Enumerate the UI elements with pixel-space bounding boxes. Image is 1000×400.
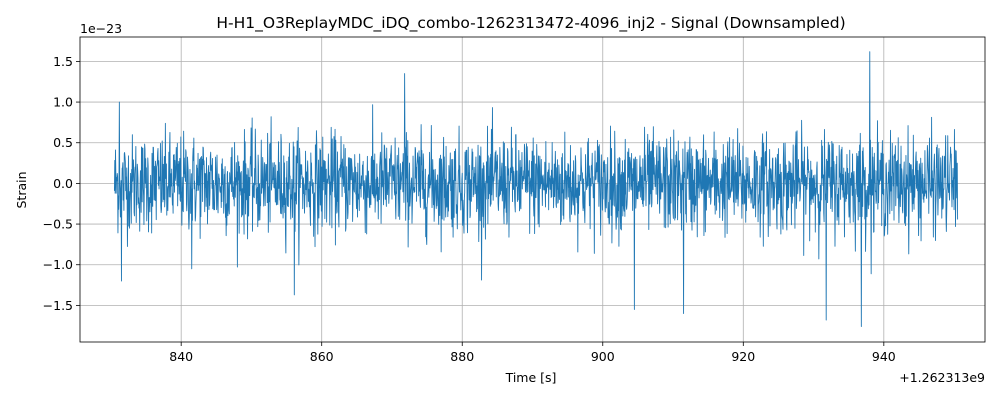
x-tick-label: 940 [872, 349, 896, 364]
x-tick-label: 880 [450, 349, 474, 364]
signal-line [113, 51, 959, 327]
y-scale-label: 1e−23 [80, 21, 122, 36]
x-axis-label: Time [s] [505, 370, 557, 385]
x-tick-label: 840 [169, 349, 193, 364]
y-tick-label: −0.5 [43, 217, 73, 232]
x-axis: 840 860 880 900 920 940 [169, 342, 896, 364]
x-tick-label: 860 [310, 349, 334, 364]
y-tick-label: −1.0 [43, 257, 73, 272]
y-tick-label: 0.5 [53, 135, 73, 150]
y-tick-label: 0.0 [53, 176, 73, 191]
y-axis: −1.5 −1.0 −0.5 0.0 0.5 1.0 1.5 [43, 54, 80, 313]
y-tick-label: 1.5 [53, 54, 73, 69]
x-tick-label: 900 [591, 349, 615, 364]
x-tick-label: 920 [731, 349, 755, 364]
y-tick-label: −1.5 [43, 298, 73, 313]
y-tick-label: 1.0 [53, 95, 73, 110]
signal-series [113, 51, 959, 327]
chart-title: H-H1_O3ReplayMDC_iDQ_combo-1262313472-40… [216, 14, 845, 33]
x-offset-label: +1.262313e9 [899, 370, 985, 385]
plot-frame [79, 36, 986, 343]
y-axis-label: Strain [14, 171, 29, 208]
